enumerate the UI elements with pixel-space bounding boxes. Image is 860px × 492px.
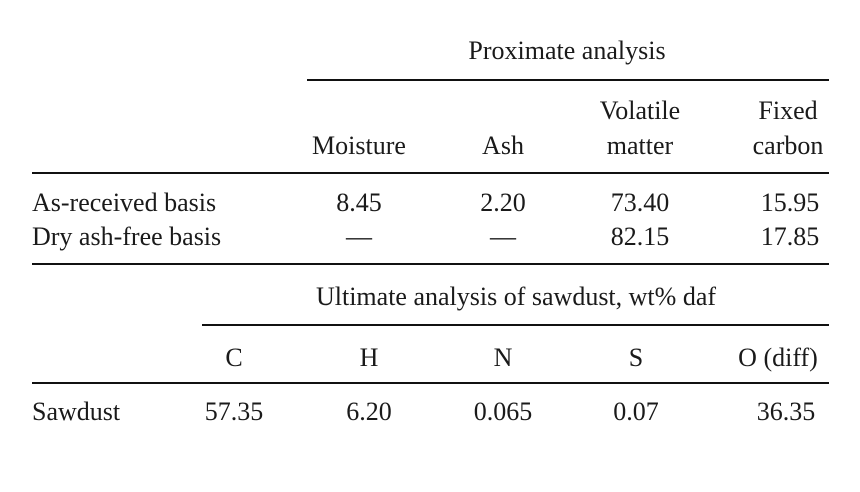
cell-as-received-fixed: 15.95 bbox=[760, 188, 820, 217]
cell-sawdust-s: 0.07 bbox=[613, 397, 659, 426]
header-ash: Ash bbox=[482, 131, 524, 160]
ultimate-title-rule bbox=[202, 324, 829, 326]
header-volatile-line1: Volatile bbox=[599, 96, 681, 125]
cell-daf-volatile: 82.15 bbox=[610, 222, 670, 251]
cell-as-received-volatile: 73.40 bbox=[610, 188, 670, 217]
header-fixed-line1: Fixed bbox=[758, 96, 818, 125]
cell-daf-ash: — bbox=[490, 222, 516, 251]
cell-as-received-moisture: 8.45 bbox=[336, 188, 382, 217]
header-n: N bbox=[493, 343, 513, 372]
cell-daf-moisture: — bbox=[346, 222, 372, 251]
header-fixed-line2: carbon bbox=[752, 131, 824, 160]
row-label-dry-ash-free: Dry ash-free basis bbox=[32, 222, 222, 251]
header-moisture: Moisture bbox=[312, 131, 406, 160]
proximate-header-rule bbox=[32, 172, 829, 174]
row-label-sawdust: Sawdust bbox=[32, 397, 121, 426]
cell-sawdust-n: 0.065 bbox=[473, 397, 533, 426]
cell-sawdust-h: 6.20 bbox=[346, 397, 392, 426]
cell-as-received-ash: 2.20 bbox=[480, 188, 526, 217]
header-volatile-line2: matter bbox=[606, 131, 674, 160]
ultimate-header-rule bbox=[32, 382, 829, 384]
proximate-title: Proximate analysis bbox=[468, 36, 666, 65]
proximate-bottom-rule bbox=[32, 263, 829, 265]
header-o-diff: O (diff) bbox=[738, 343, 818, 372]
cell-sawdust-o: 36.35 bbox=[756, 397, 816, 426]
proximate-title-rule bbox=[307, 79, 829, 81]
header-s: S bbox=[628, 343, 644, 372]
header-c: C bbox=[225, 343, 243, 372]
cell-sawdust-c: 57.35 bbox=[204, 397, 264, 426]
header-h: H bbox=[359, 343, 379, 372]
cell-daf-fixed: 17.85 bbox=[760, 222, 820, 251]
ultimate-title: Ultimate analysis of sawdust, wt% daf bbox=[315, 282, 717, 311]
row-label-as-received: As-received basis bbox=[32, 188, 217, 217]
